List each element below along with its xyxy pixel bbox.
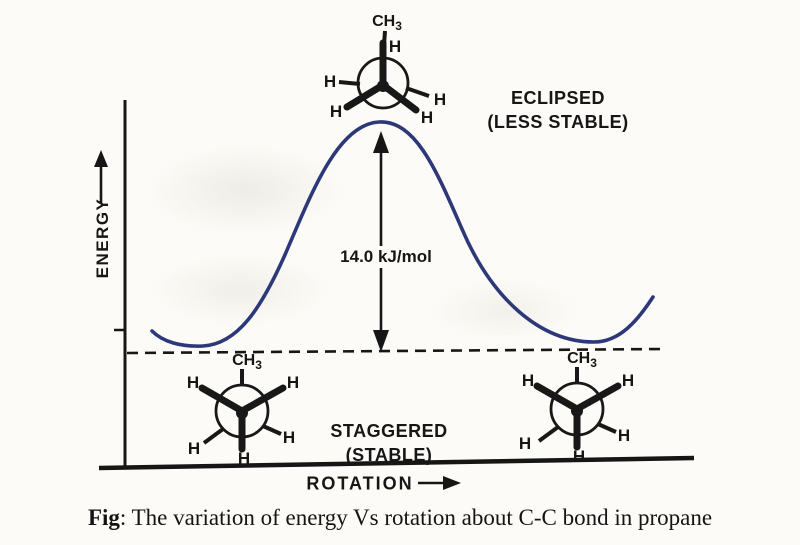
hydrogen-label: H: [287, 373, 299, 392]
back-c-h-bond: [338, 80, 361, 86]
eclipsed-subtitle: (LESS STABLE): [487, 112, 629, 132]
eclipsed-label-block: ECLIPSED (LESS STABLE): [487, 86, 628, 134]
barrier-value-label: 14.0 kJ/mol: [336, 246, 436, 268]
rotation-arrow-head: [443, 476, 461, 490]
methyl-main: CH: [372, 13, 395, 30]
methyl-main: CH: [567, 350, 590, 367]
eclipsed-newman-projection: CH3 H H H H H: [324, 13, 446, 127]
rotation-axis-arrow: [418, 476, 461, 490]
back-c-h-bond: [537, 425, 560, 443]
back-c-h-bond: [262, 424, 282, 436]
back-c-h-bond: [405, 86, 430, 98]
staggered-title: STAGGERED: [330, 421, 448, 441]
front-carbon-hub: [236, 407, 248, 419]
energy-axis-arrow: [94, 150, 108, 203]
x-axis-line: [98, 455, 695, 471]
methyl-label: CH3: [232, 352, 262, 372]
y-axis-label: ENERGY: [93, 197, 112, 279]
hydrogen-label: H: [421, 108, 433, 127]
methyl-label: CH3: [567, 350, 597, 370]
eclipsed-title: ECLIPSED: [510, 88, 606, 108]
energy-curve: [150, 120, 655, 348]
front-carbon-hub: [377, 80, 389, 92]
front-c-h-bond: [533, 382, 581, 413]
back-c-h-bond: [202, 427, 225, 445]
barrier-arrow: [373, 131, 389, 352]
hydrogen-label: H: [188, 439, 200, 458]
hydrogen-label: H: [434, 90, 446, 109]
figure-caption: Fig: The variation of energy Vs rotation…: [0, 505, 800, 531]
staggered-newman-projection-left: CH3 H H H H H: [187, 352, 299, 468]
x-axis-label: ROTATION: [306, 473, 414, 494]
front-c-h-bond: [198, 384, 246, 415]
back-c-h-bond: [597, 422, 617, 434]
hydrogen-label: H: [573, 447, 585, 466]
staggered-subtitle: (STABLE): [345, 445, 433, 465]
hydrogen-label: H: [622, 371, 634, 390]
front-c-h-bond: [379, 81, 420, 114]
front-c-h-bond: [238, 384, 287, 415]
hydrogen-label: H: [389, 37, 401, 56]
methyl-label: CH3: [372, 13, 402, 33]
hydrogen-label: H: [519, 434, 531, 453]
staggered-label-block: STAGGERED (STABLE): [330, 419, 447, 467]
caption-text: : The variation of energy Vs rotation ab…: [119, 505, 713, 530]
hydrogen-label: H: [324, 72, 336, 91]
methyl-main: CH: [232, 352, 255, 369]
hydrogen-label: H: [187, 373, 199, 392]
front-carbon-hub: [571, 405, 583, 417]
front-c-h-bond: [573, 382, 622, 413]
hydrogen-label: H: [522, 371, 534, 390]
methyl-subscript: 3: [590, 356, 597, 370]
staggered-newman-projection-right: CH3 H H H H H: [519, 350, 634, 466]
caption-fig-label: Fig: [87, 505, 120, 530]
front-c-h-bond: [343, 81, 387, 111]
hydrogen-label: H: [330, 102, 342, 121]
barrier-arrow-down-head: [373, 330, 389, 352]
methyl-subscript: 3: [255, 358, 262, 372]
hydrogen-label: H: [618, 426, 630, 445]
hydrogen-label: H: [283, 428, 295, 447]
hydrogen-label: H: [238, 449, 250, 468]
barrier-arrow-up-head: [373, 131, 389, 153]
energy-arrow-head: [94, 150, 108, 167]
methyl-subscript: 3: [395, 19, 402, 33]
